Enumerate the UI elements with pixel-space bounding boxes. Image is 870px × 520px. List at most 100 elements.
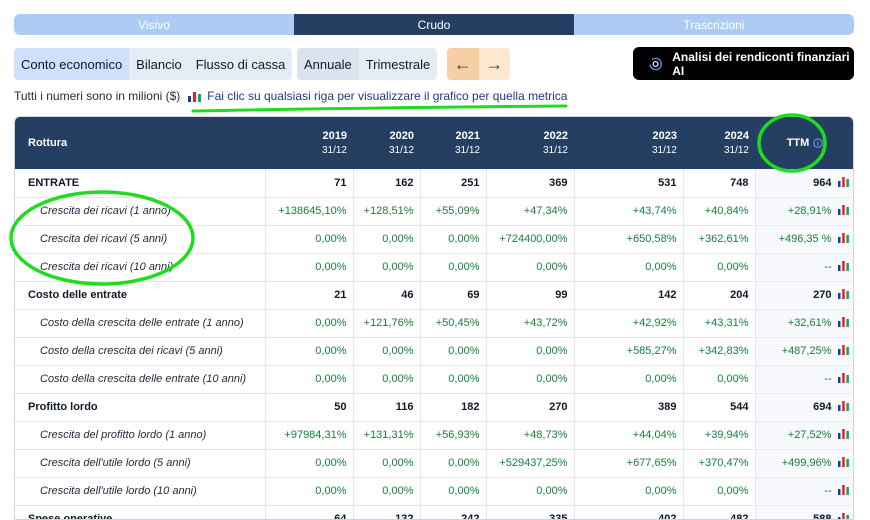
row-value: 204 [683,281,756,310]
tab-conto-economico[interactable]: Conto economico [14,48,130,80]
bar-chart-icon[interactable] [837,345,849,358]
row-value: 64 [265,505,354,519]
row-value: 69 [420,281,487,310]
row-value: 0,00% [265,309,354,338]
row-value: +40,84% [683,197,756,226]
ttm-value-text: -- [824,484,832,497]
tab-visivo[interactable]: Visivo [14,14,294,35]
ttm-value-text: 694 [813,400,832,413]
row-value: 0,00% [683,477,756,506]
row-value: 116 [353,393,421,422]
row-value: 0,00% [420,337,487,366]
chart-hint-link[interactable]: Fai clic su qualsiasi riga per visualizz… [188,89,567,103]
ttm-value-text: +499,96% [781,456,832,469]
row-value: 0,00% [683,365,756,394]
bar-chart-icon[interactable] [837,485,849,498]
table-row[interactable]: ENTRATE 71 162 251 369 531 748 964 [15,169,853,198]
ai-analysis-button[interactable]: Analisi dei rendiconti finanziari AI [633,47,854,80]
table-row[interactable]: Crescita dei ricavi (5 anni) 0,00% 0,00% 0,… [15,225,853,254]
tab-annuale[interactable]: Annuale [297,48,359,80]
row-value: 0,00% [420,449,487,478]
bar-chart-icon [188,92,202,102]
row-value: 251 [420,169,487,198]
row-value: +585,27% [574,337,684,366]
bar-chart-icon[interactable] [837,261,849,274]
table-row[interactable]: Crescita dei ricavi (1 anno) +138645,10% +… [15,197,853,226]
row-value: +43,31% [683,309,756,338]
table-row[interactable]: Crescita dell'utile lordo (10 anni) 0,00%… [15,477,853,506]
row-label: Costo della crescita delle entrate (10 a… [15,365,266,394]
tab-crudo[interactable]: Crudo [294,14,574,35]
table-row[interactable]: Costo delle entrate 21 46 69 99 142 204 270 [15,281,853,310]
ttm-value-text: -- [824,260,832,273]
tab-flusso-di-cassa[interactable]: Flusso di cassa [195,56,286,72]
header-rottura: Rottura [28,137,68,149]
row-value: 544 [683,393,756,422]
tab-trascrizioni[interactable]: Trascrizioni [574,14,854,35]
row-ttm-value: 694 [755,393,853,422]
table-row[interactable]: Costo della crescita delle entrate (10 a… [15,365,853,394]
row-value: 0,00% [353,337,421,366]
row-label: Crescita dell'utile lordo (5 anni) [15,449,266,478]
row-label: Profitto lordo [15,393,266,422]
ttm-label: TTM [786,137,810,149]
row-value: 0,00% [265,449,354,478]
row-value: 482 [683,505,756,519]
table-row[interactable]: Costo della crescita delle entrate (1 an… [15,309,853,338]
bar-chart-icon[interactable] [837,513,849,519]
table-row[interactable]: Crescita del profitto lordo (1 anno) +979… [15,421,853,450]
row-value: +724400,00% [486,225,575,254]
row-value: +50,45% [420,309,487,338]
row-value: 0,00% [683,253,756,282]
row-label: Costo delle entrate [15,281,266,310]
bar-chart-icon[interactable] [837,233,849,246]
ttm-value-text: +487,25% [781,344,832,357]
period-navigation: ← → [447,48,510,80]
row-ttm-value: +32,61% [755,309,853,338]
bar-chart-icon[interactable] [837,373,849,386]
bar-chart-icon[interactable] [837,317,849,330]
row-value: +131,31% [353,421,421,450]
row-value: +121,76% [353,309,421,338]
header-year: 2022 31/12 [542,130,568,156]
row-value: +43,72% [486,309,575,338]
statement-tabs: Conto economico Bilancio Flusso di cassa [14,48,293,80]
row-value: +650,58% [574,225,684,254]
info-icon[interactable] [813,138,824,148]
table-header-row: Rottura 2019 31/12 2020 31/12 2021 31/12 20… [15,117,853,169]
ttm-value-text: +27,52% [787,428,832,441]
bar-chart-icon[interactable] [837,176,849,190]
row-ttm-value: +499,96% [755,449,853,478]
table-row[interactable]: Spese operative 64 132 242 335 402 482 588 [15,505,853,519]
row-value: 46 [353,281,421,310]
bar-chart-icon[interactable] [837,429,849,442]
units-text: Tutti i numeri sono in milioni ($) [14,89,181,103]
row-value: 142 [574,281,684,310]
arrow-right-icon[interactable]: → [485,53,504,74]
bar-chart-icon[interactable] [837,401,849,414]
row-value: +43,74% [574,197,684,226]
bar-chart-icon[interactable] [837,289,849,302]
ttm-value-text: +32,61% [787,316,832,329]
row-value: +39,94% [683,421,756,450]
bar-chart-icon[interactable] [837,457,849,470]
row-value: 0,00% [353,225,421,254]
table-row[interactable]: Profitto lordo 50 116 182 270 389 544 694 [15,393,853,422]
row-value: 0,00% [265,477,354,506]
row-ttm-value: +27,52% [755,421,853,450]
row-value: +529437,25% [486,449,575,478]
tab-trimestrale[interactable]: Trimestrale [365,56,431,72]
row-ttm-value: -- [755,253,853,282]
row-value: 0,00% [353,477,421,506]
tab-bilancio[interactable]: Bilancio [136,56,182,72]
row-ttm-value: -- [755,477,853,506]
row-value: +128,51% [353,197,421,226]
bar-chart-icon[interactable] [837,205,849,218]
table-row[interactable]: Crescita dei ricavi (10 anni) 0,00% 0,00% 0… [15,253,853,282]
row-value: 389 [574,393,684,422]
arrow-left-icon[interactable]: ← [447,48,479,80]
table-row[interactable]: Crescita dell'utile lordo (5 anni) 0,00% 0… [15,449,853,478]
table-row[interactable]: Costo della crescita dei ricavi (5 anni)… [15,337,853,366]
row-ttm-value: +28,91% [755,197,853,226]
header-year: 2023 31/12 [651,130,677,156]
